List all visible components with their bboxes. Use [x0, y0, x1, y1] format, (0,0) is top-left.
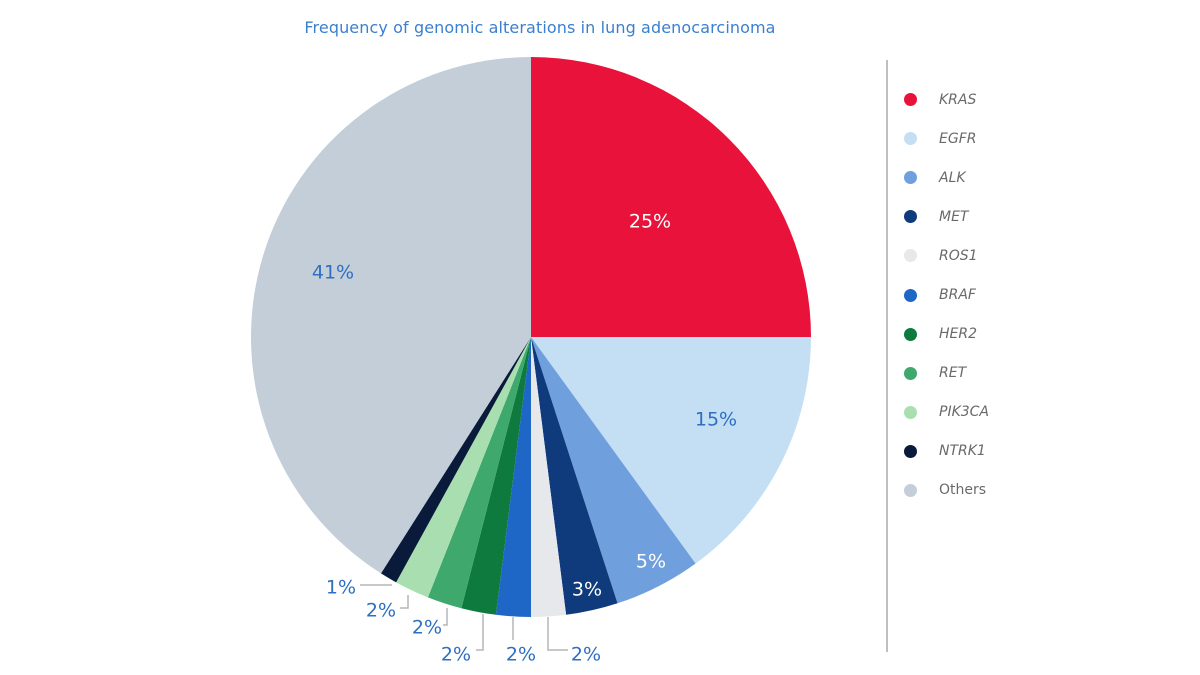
leader-line-ros1: [547, 617, 568, 651]
legend-item-ros1: ROS1: [904, 236, 989, 275]
legend-label: PIK3CA: [939, 404, 990, 421]
slice-label-egfr: 15%: [695, 409, 737, 431]
slice-label-her2: 2%: [441, 644, 471, 666]
legend-item-braf: BRAF: [904, 275, 989, 314]
slice-label-ntrk1: 1%: [326, 577, 356, 599]
legend: KRAS EGFR ALK MET ROS1 BRAF HER2 RET PIK…: [886, 60, 989, 652]
legend-label: RET: [939, 365, 967, 382]
legend-label: ROS1: [939, 247, 978, 264]
legend-item-met: MET: [904, 197, 989, 236]
leader-lines: [360, 584, 568, 651]
slice-label-met: 3%: [572, 579, 602, 601]
leader-line-ret: [443, 608, 448, 626]
slice-others: [251, 57, 532, 574]
slice-label-pik3ca: 2%: [366, 600, 396, 622]
slice-ros1: [531, 337, 567, 617]
legend-swatch: [904, 327, 917, 341]
leader-line-her2: [476, 614, 484, 651]
slice-egfr: [531, 337, 811, 564]
legend-label: NTRK1: [939, 443, 986, 460]
slice-her2: [461, 337, 531, 615]
leader-line-pik3ca: [400, 595, 409, 609]
legend-swatch: [904, 288, 917, 302]
slice-braf: [495, 337, 531, 617]
legend-label: EGFR: [939, 130, 977, 147]
legend-swatch: [904, 171, 917, 185]
legend-item-ntrk1: NTRK1: [904, 432, 989, 471]
slice-ret: [427, 337, 531, 609]
slice-label-ret: 2%: [412, 617, 442, 639]
legend-swatch: [904, 132, 917, 146]
slice-pik3ca: [396, 337, 531, 598]
slice-labels: 25% 15% 5% 3% 2% 2% 2% 2% 2% 1% 41%: [312, 211, 737, 666]
legend-label: MET: [939, 208, 969, 225]
legend-item-kras: KRAS: [904, 80, 989, 119]
legend-item-her2: HER2: [904, 315, 989, 354]
legend-item-others: Others: [904, 471, 989, 510]
legend-swatch: [904, 405, 917, 419]
legend-swatch: [904, 366, 917, 380]
legend-item-pik3ca: PIK3CA: [904, 393, 989, 432]
legend-label: HER2: [939, 326, 978, 343]
slice-ntrk1: [380, 337, 531, 583]
slice-label-ros1: 2%: [571, 644, 601, 666]
legend-swatch: [904, 249, 917, 263]
legend-item-egfr: EGFR: [904, 119, 989, 158]
slice-label-others: 41%: [312, 262, 354, 284]
legend-item-ret: RET: [904, 354, 989, 393]
legend-swatch: [904, 444, 917, 458]
legend-item-alk: ALK: [904, 158, 989, 197]
legend-label: KRAS: [939, 91, 977, 108]
legend-label: Others: [939, 482, 987, 499]
pie-slices: [251, 57, 811, 617]
legend-swatch: [904, 483, 917, 497]
slice-label-alk: 5%: [636, 551, 666, 573]
slice-label-kras: 25%: [629, 211, 671, 233]
slice-met: [531, 337, 618, 615]
legend-label: BRAF: [939, 287, 976, 304]
legend-swatch: [904, 210, 917, 224]
legend-swatch: [904, 93, 917, 107]
slice-alk: [531, 337, 696, 604]
legend-label: ALK: [939, 169, 966, 186]
slice-kras: [531, 57, 811, 337]
chart-title: Frequency of genomic alterations in lung…: [304, 18, 776, 37]
slice-label-braf: 2%: [506, 644, 536, 666]
